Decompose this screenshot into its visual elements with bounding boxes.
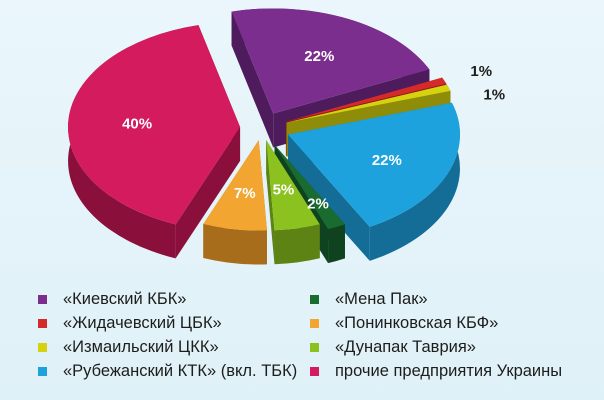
data-label: 5% <box>273 182 295 199</box>
legend-label: «Киевский КБК» <box>63 290 187 308</box>
pie-slice-top <box>266 140 320 231</box>
pie-slice-top <box>231 8 430 114</box>
legend-item: «Жидачевский ЦБК» <box>38 314 310 333</box>
legend-swatch <box>310 319 319 328</box>
legend-label: «Понинковская КБФ» <box>335 314 499 332</box>
pie-slice-top <box>287 102 460 227</box>
data-label: 2% <box>307 195 329 212</box>
pie-chart-svg: 22% 1% 1% 22% 2% 5% 7% 40% <box>68 8 505 265</box>
legend-swatch <box>38 319 47 328</box>
legend-swatch <box>38 343 47 352</box>
data-label: 7% <box>234 185 256 202</box>
legend-item: «Дунапак Таврия» <box>310 338 590 357</box>
legend-swatch <box>310 295 319 304</box>
legend-swatch <box>310 367 319 376</box>
pie-slice-top <box>203 140 267 231</box>
legend-label: «Дунапак Таврия» <box>335 338 476 356</box>
pie-slice-wall <box>231 11 274 148</box>
legend-item: «Понинковская КБФ» <box>310 314 590 333</box>
pie-slice-rim <box>203 223 267 265</box>
legend-label: «Мена Пак» <box>335 290 428 308</box>
pie-slice-wall <box>175 127 241 259</box>
data-label: 1% <box>470 63 492 80</box>
pie-slice <box>287 102 460 261</box>
legend-swatch <box>38 295 47 304</box>
pie-slice-rim <box>369 102 460 261</box>
legend-item: «Киевский КБК» <box>38 290 310 309</box>
pie-slice <box>68 25 241 259</box>
legend-item: прочие предприятия Украины <box>310 362 590 381</box>
pie-slice-top <box>68 25 241 225</box>
legend-label: «Жидачевский ЦБК» <box>63 314 222 332</box>
data-label: 22% <box>304 48 334 65</box>
pie-slice-top <box>274 144 345 230</box>
pie-slice-rim <box>274 224 320 265</box>
data-label: 40% <box>122 116 152 133</box>
legend-swatch <box>310 343 319 352</box>
pie-slice-wall <box>287 134 370 261</box>
legend-label: «Рубежанский КТК» (вкл. ТБК) <box>63 362 298 380</box>
pie-slice-top <box>286 84 451 123</box>
legend-label: «Измаильский ЦКК» <box>63 338 219 356</box>
legend-item: «Измаильский ЦКК» <box>38 338 310 357</box>
chart-legend: «Киевский КБК» «Мена Пак» «Жидачевский Ц… <box>38 290 598 381</box>
data-label: 1% <box>483 87 505 104</box>
pie-slice-top <box>285 77 447 122</box>
legend-label: прочие предприятия Украины <box>335 362 563 380</box>
legend-item: «Рубежанский КТК» (вкл. ТБК) <box>38 362 310 381</box>
pie-slice-rim <box>328 224 345 264</box>
data-label: 22% <box>372 152 402 169</box>
legend-item: «Мена Пак» <box>310 290 590 309</box>
legend-swatch <box>38 367 47 376</box>
pie-slice <box>203 140 267 265</box>
pie-slice <box>266 140 320 265</box>
pie-slice-wall <box>266 140 275 265</box>
